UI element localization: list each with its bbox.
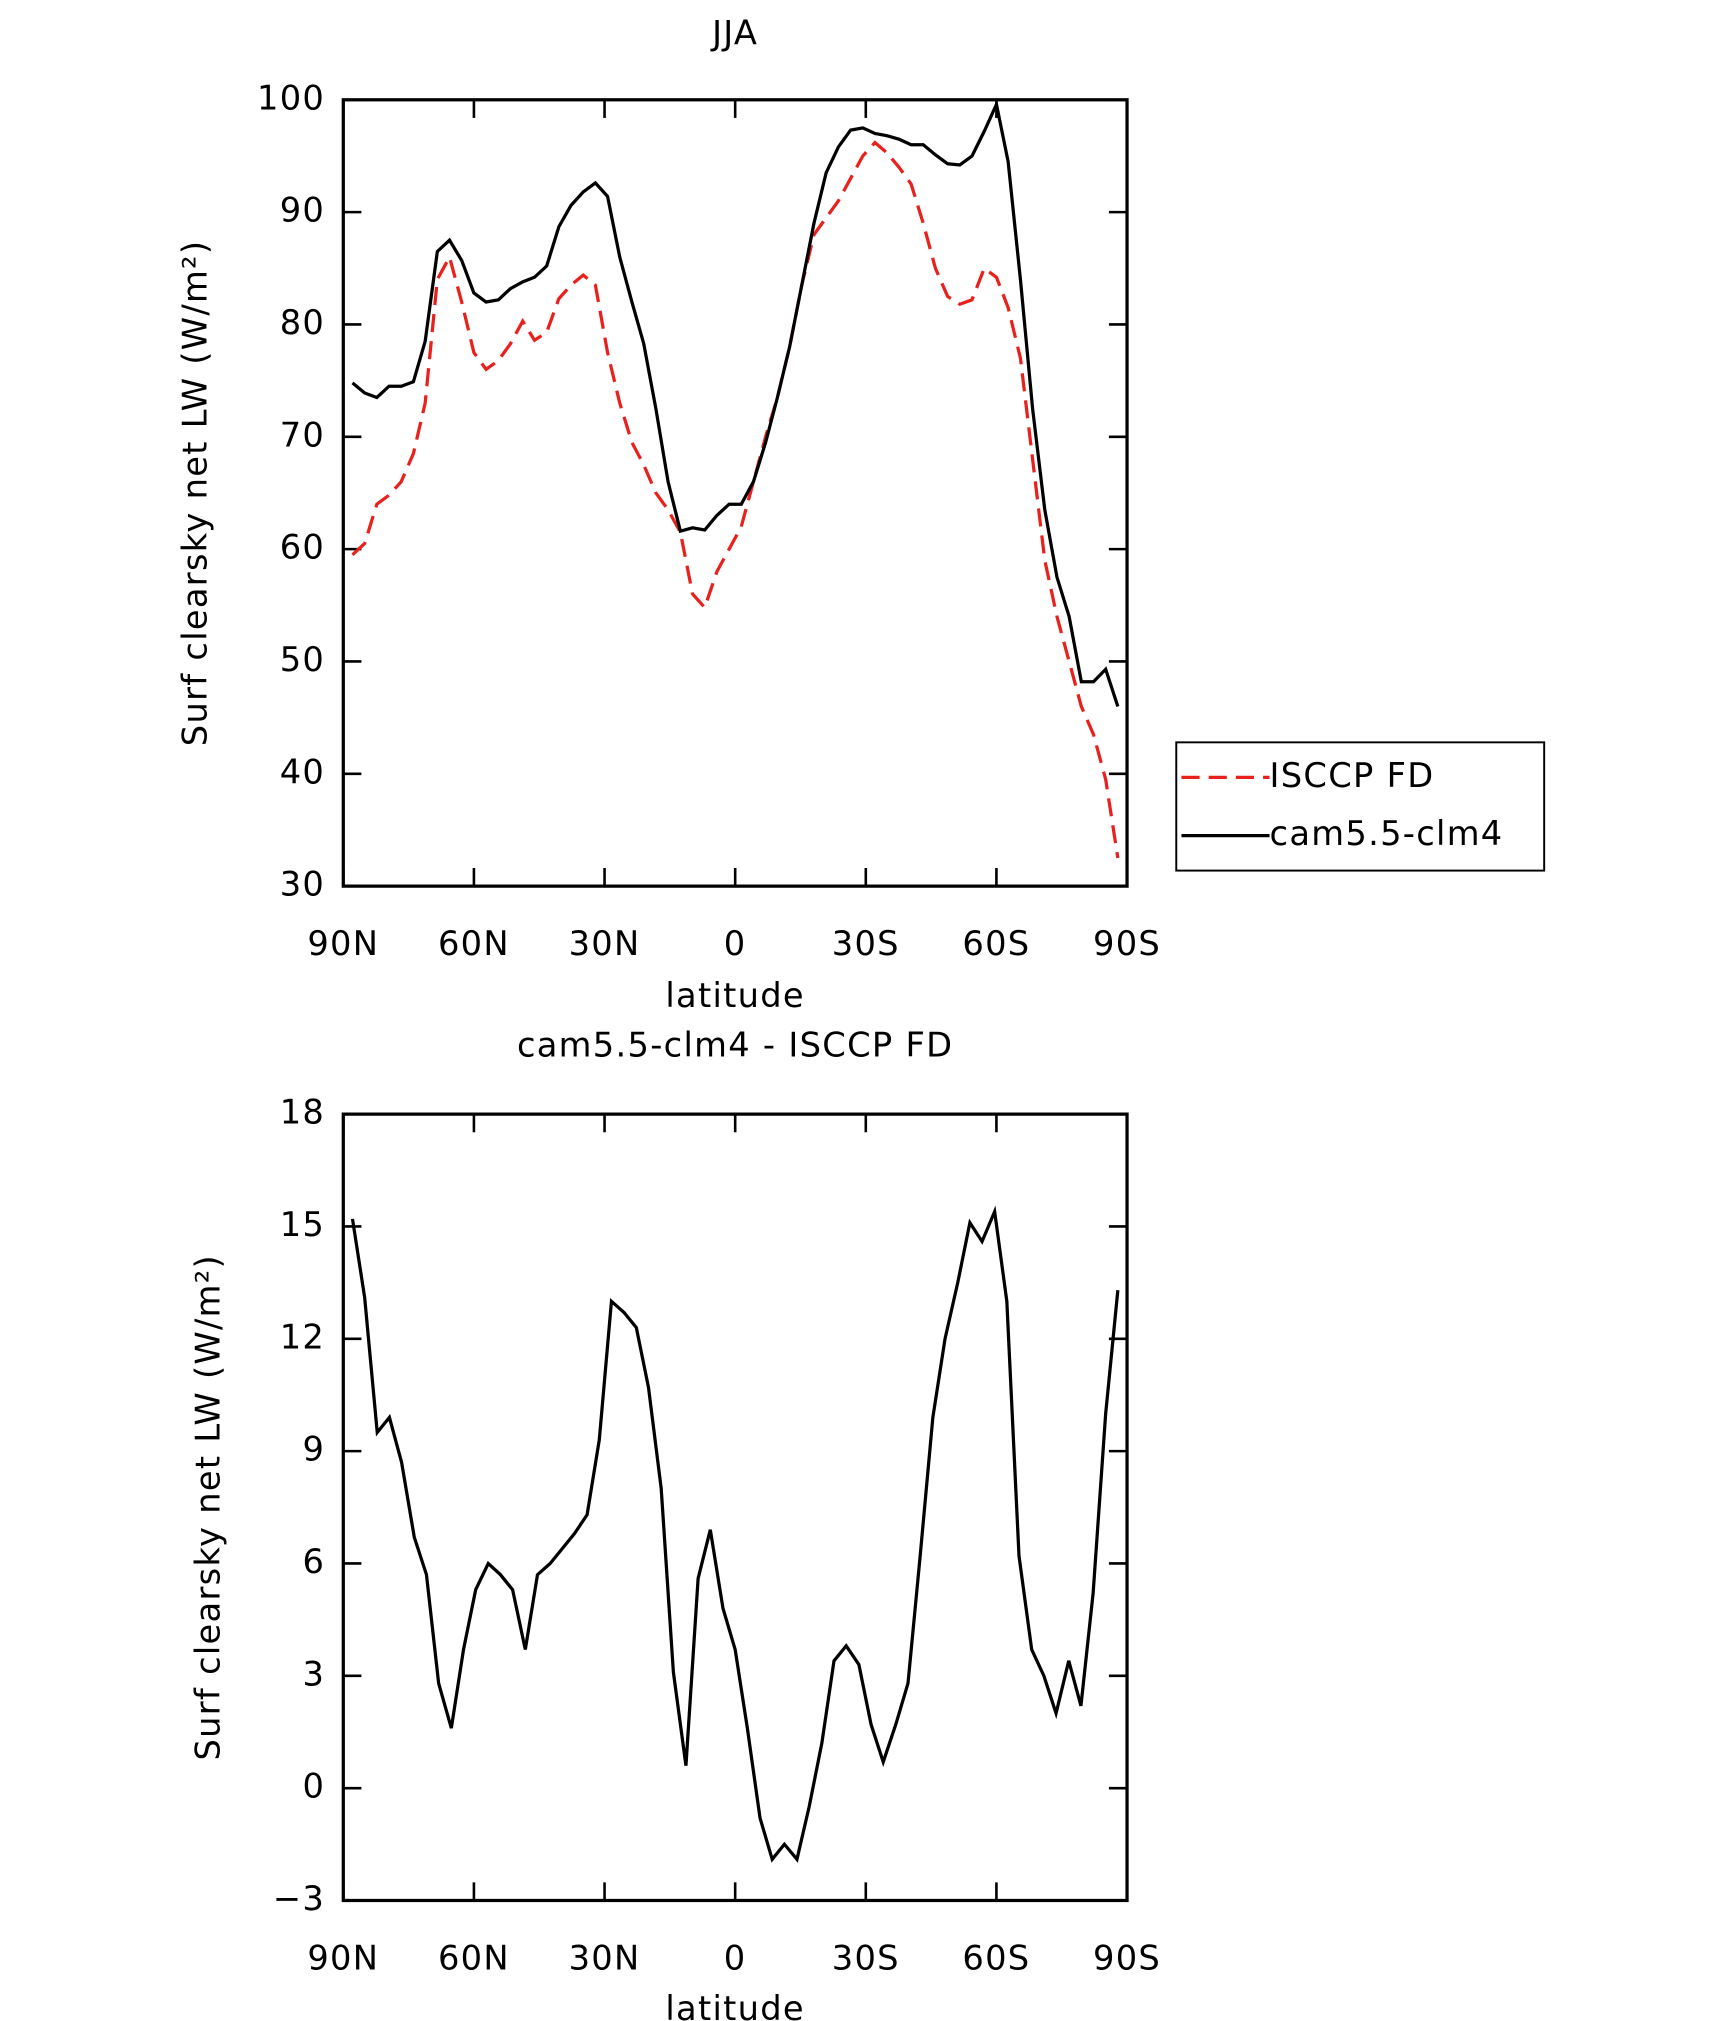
x-tick-label: 30S: [832, 1939, 900, 1978]
x-tick-label: 60N: [438, 924, 510, 963]
y-tick-label: 70: [280, 415, 325, 454]
y-tick-label: 3: [302, 1654, 325, 1693]
y-tick-label: 60: [280, 528, 325, 567]
y-tick-label: 18: [280, 1093, 325, 1132]
data-line: [351, 140, 1120, 859]
x-tick-label: 90N: [307, 924, 379, 963]
x-tick-label: 60S: [962, 924, 1030, 963]
legend-label: ISCCP FD: [1270, 756, 1435, 795]
x-axis-label: latitude: [665, 976, 805, 1015]
plot-frame: [341, 98, 1129, 888]
data-line: [351, 99, 1120, 707]
chart-title: JJA: [710, 14, 758, 53]
x-tick-label: 30S: [832, 924, 900, 963]
y-tick-label: 9: [302, 1430, 325, 1469]
y-tick-label: 50: [280, 640, 325, 679]
y-tick-label: 30: [280, 865, 325, 904]
y-tick-label: 15: [280, 1205, 325, 1244]
y-tick-label: −3: [273, 1879, 325, 1918]
y-axis-label: Surf clearsky net LW (W/m²): [188, 1254, 227, 1760]
x-tick-label: 60N: [438, 1939, 510, 1978]
x-tick-label: 30N: [569, 1939, 641, 1978]
y-tick-label: 6: [302, 1542, 325, 1581]
x-axis-label: latitude: [665, 1989, 805, 2021]
x-tick-label: 0: [724, 1939, 747, 1978]
data-line: [350, 1205, 1120, 1863]
y-tick-label: 90: [280, 191, 325, 230]
x-tick-label: 90S: [1093, 1939, 1161, 1978]
x-tick-label: 90N: [307, 1939, 379, 1978]
x-tick-label: 90S: [1093, 924, 1161, 963]
plot-frame: [341, 1112, 1129, 1903]
legend-box: [1175, 741, 1546, 872]
y-tick-label: 100: [257, 78, 325, 117]
y-tick-label: 40: [280, 752, 325, 791]
y-tick-label: 12: [280, 1317, 325, 1356]
legend-label: cam5.5-clm4: [1270, 814, 1504, 853]
x-tick-label: 30N: [569, 924, 641, 963]
y-tick-label: 0: [302, 1767, 325, 1806]
x-tick-label: 0: [724, 924, 747, 963]
chart-title: cam5.5-clm4 - ISCCP FD: [517, 1025, 953, 1064]
y-tick-label: 80: [280, 303, 325, 342]
x-tick-label: 60S: [962, 1939, 1030, 1978]
y-axis-label: Surf clearsky net LW (W/m²): [175, 240, 214, 746]
